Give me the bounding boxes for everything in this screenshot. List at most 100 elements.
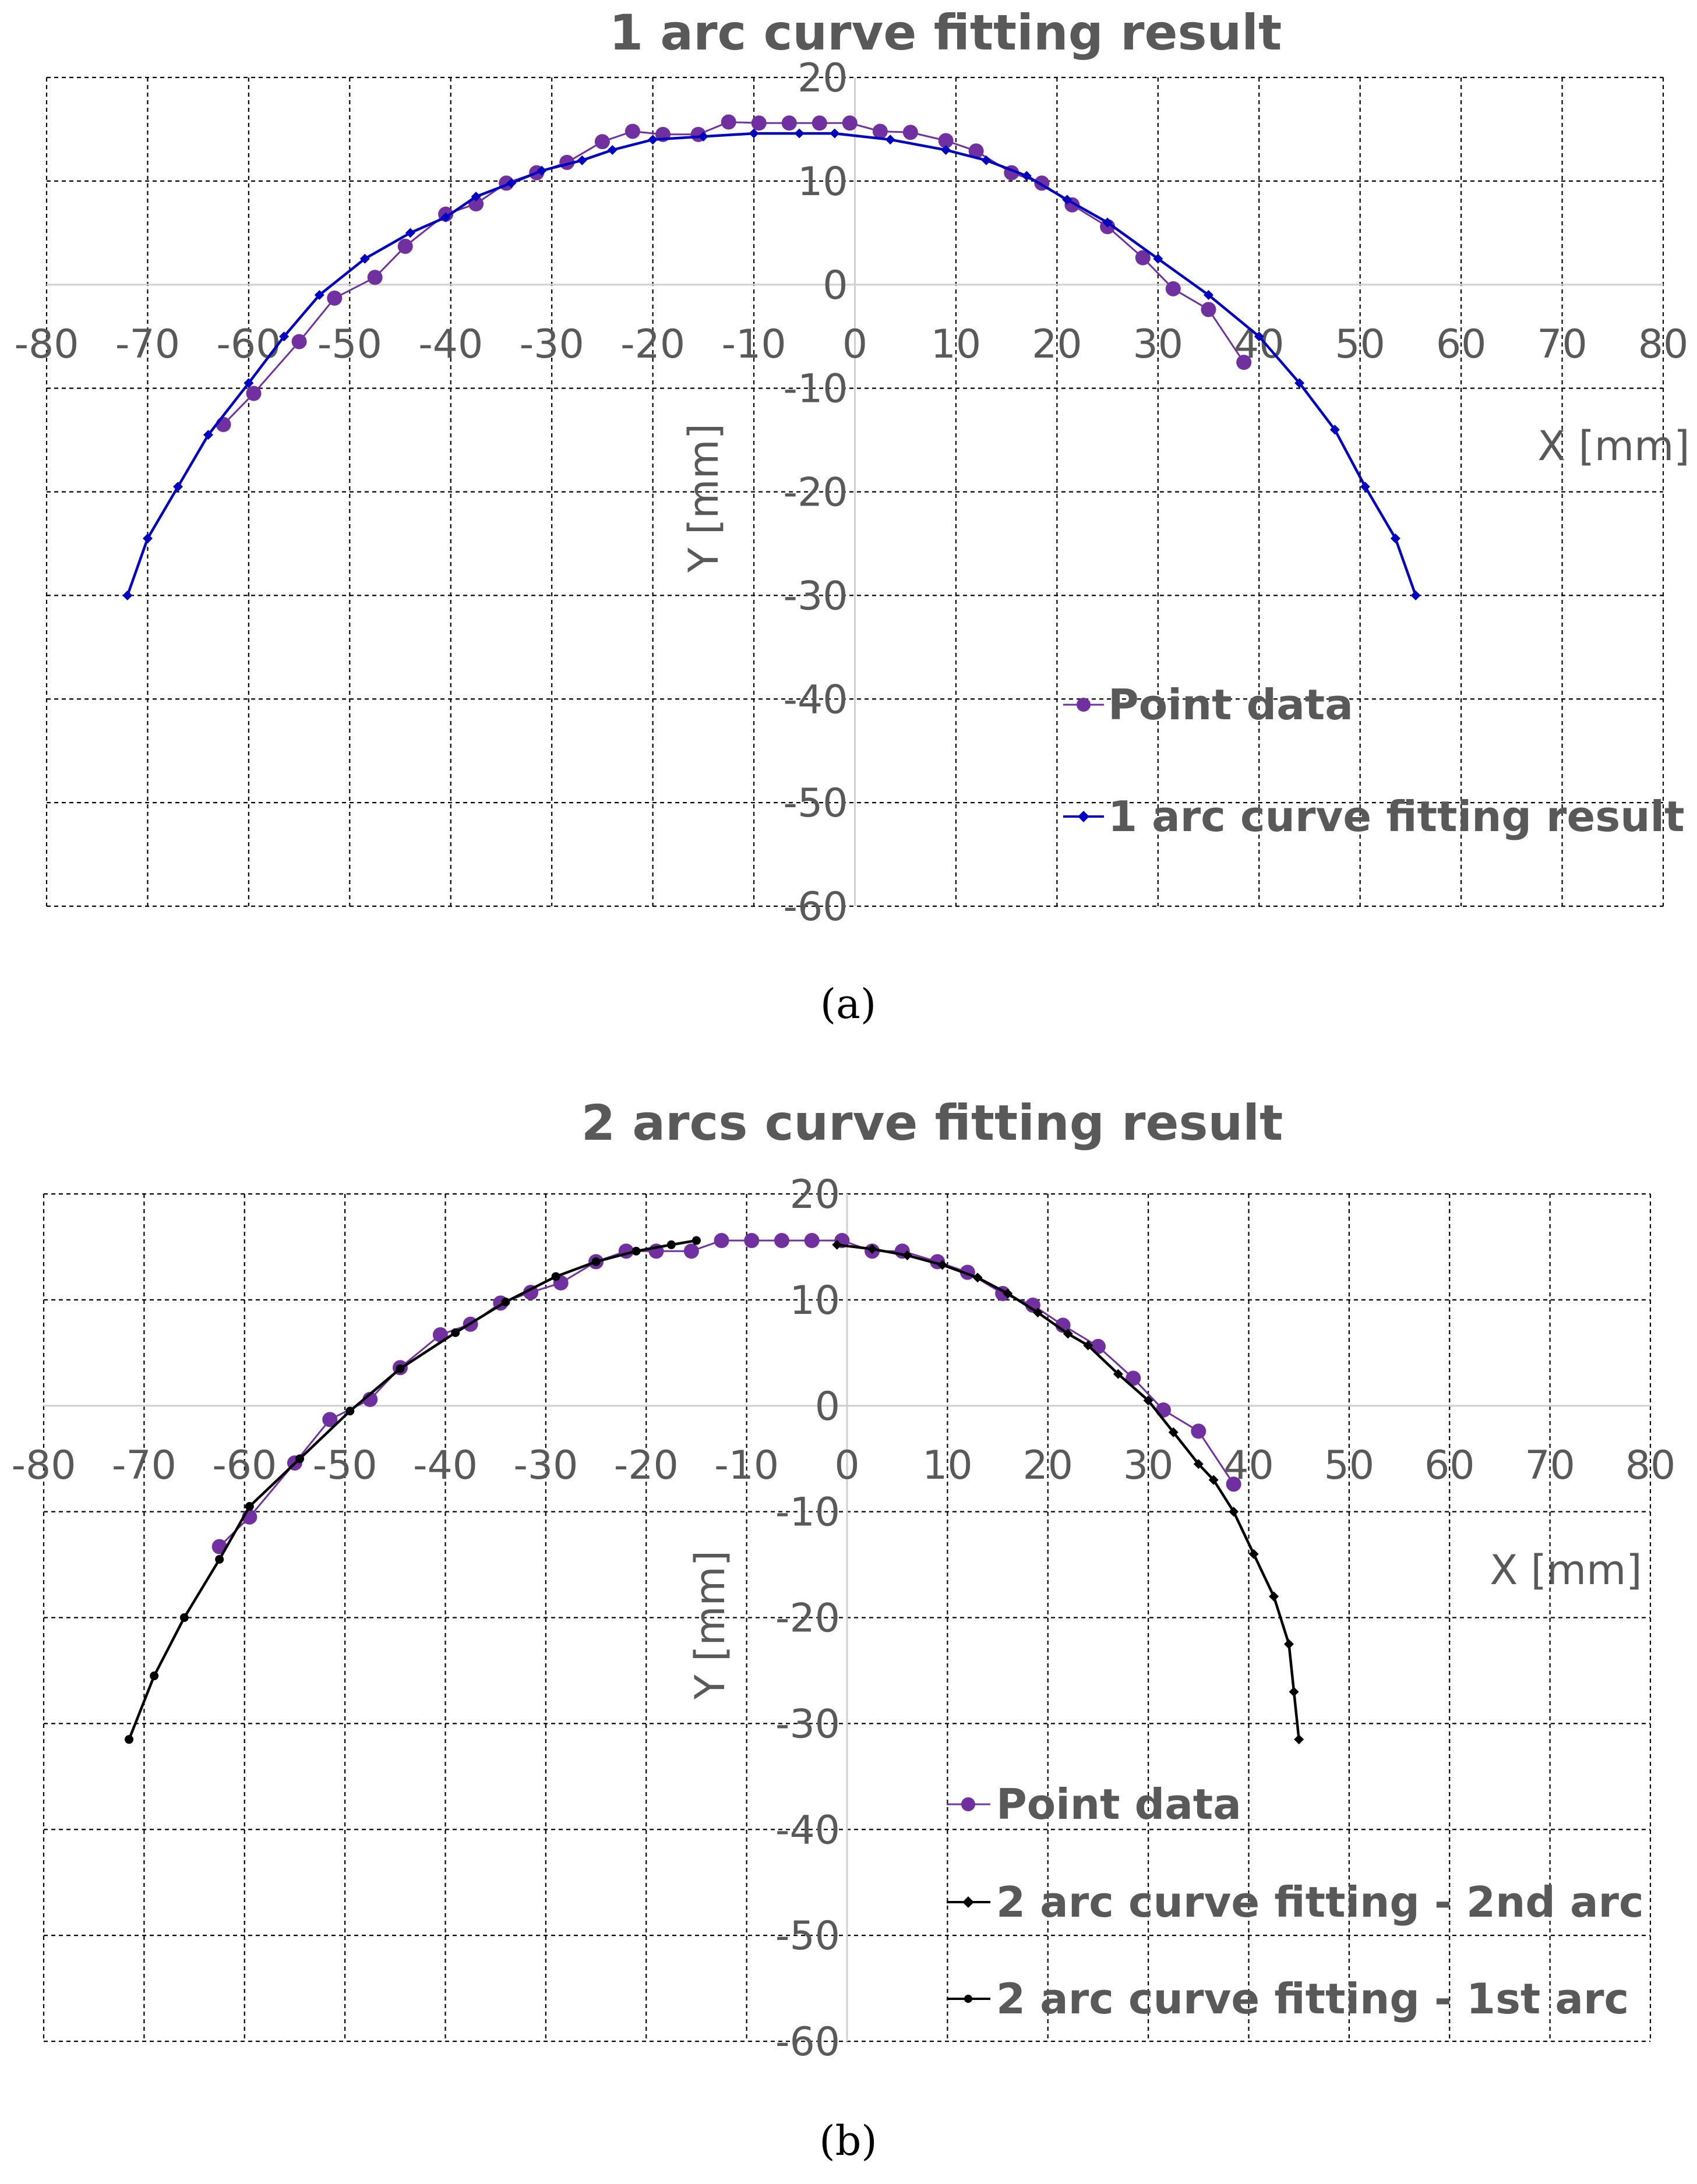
y-tick-label: -30: [783, 573, 848, 619]
fit-point: [1410, 590, 1421, 600]
x-tick-label: 10: [931, 321, 982, 367]
x-tick-label: -70: [115, 321, 180, 367]
y-axis-title-b: Y [mm]: [686, 1550, 734, 1700]
fit-point: [295, 1454, 305, 1464]
y-tick-label: 20: [798, 55, 848, 101]
x-tick-label: -50: [317, 321, 382, 367]
axes-b: [44, 1194, 1650, 2041]
x-tick-label: 80: [1625, 1443, 1676, 1489]
y-tick-label: -50: [783, 780, 848, 826]
fit-point: [830, 128, 840, 139]
x-axis-title-b: X [mm]: [1490, 1546, 1642, 1594]
fit-point: [1193, 1459, 1204, 1469]
x-tick-label: -60: [216, 321, 281, 367]
fit-point: [471, 192, 481, 202]
fit-point: [405, 228, 415, 238]
fit-point: [537, 165, 547, 176]
x-tick-label: 60: [1436, 321, 1487, 367]
series-line-2-b: [128, 1239, 697, 1740]
fit-point: [937, 1260, 948, 1270]
fit-point: [1294, 1734, 1304, 1745]
data-point: [938, 133, 954, 149]
fit-point: [1254, 331, 1264, 342]
fit-point: [1063, 1328, 1073, 1339]
fit-point: [345, 1406, 355, 1416]
y-ticks-a: 20 10 0 -10 -20 -30 -40 -50 -60: [783, 55, 848, 930]
fit-point: [1329, 425, 1340, 435]
data-point: [216, 416, 231, 432]
legend-marker-1st-arc-b: [964, 1995, 972, 2003]
data-point: [781, 115, 797, 131]
fit-point: [1229, 1507, 1239, 1517]
fit-point: [279, 331, 290, 342]
fit-point: [203, 430, 213, 440]
y-tick-label: 0: [815, 1384, 840, 1430]
series-layer-b: [125, 1233, 1304, 1745]
x-tick-label: -70: [112, 1443, 177, 1489]
x-tick-label: -40: [413, 1443, 478, 1489]
legend-marker-fit-a: [1078, 811, 1089, 822]
data-point: [842, 115, 858, 131]
x-tick-label: 50: [1335, 321, 1385, 367]
data-point: [902, 125, 918, 140]
data-point: [751, 115, 767, 131]
fit-point: [1168, 1427, 1179, 1437]
x-tick-label: 0: [842, 321, 867, 367]
fit-point: [179, 1613, 189, 1622]
y-tick-label: 0: [823, 263, 848, 309]
y-tick-label: -60: [775, 2019, 840, 2065]
x-tick-label: -30: [513, 1443, 578, 1489]
axes-a: [47, 77, 1663, 906]
x-tick-label: -10: [714, 1443, 779, 1489]
fit-point: [451, 1328, 460, 1337]
x-tick-label: 80: [1638, 321, 1689, 367]
data-point: [1236, 355, 1252, 370]
legend-label-2nd-arc-b: 2 arc curve fitting - 2nd arc: [996, 1878, 1644, 1927]
x-tick-label: 20: [1022, 1443, 1073, 1489]
data-point: [968, 143, 984, 159]
fit-point: [885, 135, 895, 145]
x-tick-label: 60: [1424, 1443, 1475, 1489]
panel-label-a: (a): [820, 980, 876, 1028]
x-tick-label: -80: [14, 321, 79, 367]
y-tick-label: -40: [775, 1807, 840, 1853]
data-point: [1201, 302, 1216, 317]
data-point: [683, 1243, 699, 1259]
x-tick-label: 10: [922, 1443, 973, 1489]
chart-panel-a: 1 arc curve fitting result -80 -70 -60 -50-…: [14, 4, 1689, 1028]
y-tick-label: 20: [789, 1172, 840, 1218]
data-point: [1155, 1402, 1171, 1418]
x-tick-label: 20: [1032, 321, 1082, 367]
fit-point: [1289, 1687, 1299, 1697]
x-tick-label: -40: [418, 321, 483, 367]
x-tick-label: -10: [722, 321, 786, 367]
fit-point: [832, 1239, 842, 1250]
y-tick-label: -60: [783, 884, 848, 930]
fit-point: [501, 1298, 510, 1307]
y-tick-label: 10: [798, 159, 848, 205]
data-point: [714, 1233, 729, 1249]
y-tick-label: -10: [775, 1490, 840, 1536]
fit-point: [591, 1257, 601, 1266]
x-tick-label: 30: [1133, 321, 1184, 367]
data-point: [774, 1233, 789, 1249]
fit-point: [244, 378, 254, 388]
fit-point: [867, 1244, 877, 1254]
data-point: [291, 334, 307, 349]
x-tick-label: -30: [520, 321, 584, 367]
fit-point: [506, 178, 517, 188]
fit-point: [440, 212, 451, 222]
fit-point: [1283, 1639, 1294, 1649]
panel-label-b: (b): [819, 2117, 877, 2165]
legend-a: Point data 1 arc curve fitting result: [1063, 680, 1685, 841]
fit-point: [1294, 378, 1305, 388]
x-tick-label: -50: [313, 1443, 377, 1489]
fit-point: [902, 1250, 912, 1260]
data-point: [327, 290, 343, 306]
fit-point: [631, 1246, 641, 1256]
x-tick-label: 70: [1525, 1443, 1575, 1489]
fit-point: [314, 290, 324, 301]
fit-point: [551, 1272, 560, 1281]
x-tick-label: 0: [834, 1443, 859, 1489]
fit-point: [1390, 533, 1400, 544]
